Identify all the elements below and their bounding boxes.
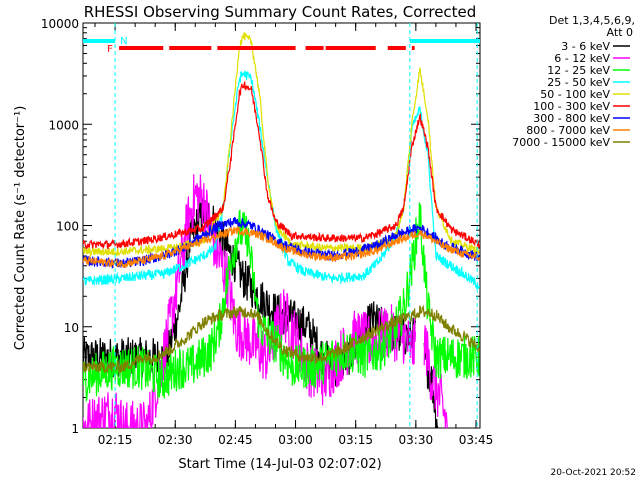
series-line-6 bbox=[83, 216, 480, 269]
x-tick-label: 03:45 bbox=[459, 433, 494, 447]
legend-entry-label: 50 - 100 keV bbox=[540, 88, 610, 101]
x-tick-label: 02:15 bbox=[98, 433, 133, 447]
x-tick-label: 03:00 bbox=[278, 433, 313, 447]
flare-flag-label: F bbox=[107, 44, 113, 55]
corner-date: 20-Oct-2021 20:52 bbox=[551, 468, 636, 478]
chart-title: RHESSI Observing Summary Count Rates, Co… bbox=[84, 3, 477, 21]
y-axis-label: Corrected Count Rate (s⁻¹ detector⁻¹) bbox=[13, 106, 28, 351]
night-flag-label: N bbox=[120, 36, 127, 47]
series-line-8 bbox=[83, 304, 480, 374]
legend-entry-label: 25 - 50 keV bbox=[547, 76, 610, 89]
x-axis-label: Start Time (14-Jul-03 02:07:02) bbox=[178, 457, 381, 472]
y-tick-label: 1 bbox=[71, 422, 79, 436]
x-tick-label: 02:45 bbox=[218, 433, 253, 447]
legend-entry-label: 800 - 7000 keV bbox=[526, 124, 610, 137]
y-tick-label: 10000 bbox=[41, 17, 79, 31]
series-line-7 bbox=[83, 225, 480, 269]
y-tick-label: 100 bbox=[56, 220, 79, 234]
plot-area: 02:15 02:30 02:45 03:00 03:15 03:30 03:45 1 10 10… bbox=[41, 17, 493, 447]
series-line-4 bbox=[83, 32, 480, 258]
x-tick-label: 02:30 bbox=[158, 433, 193, 447]
legend-header-line-2: Att 0 bbox=[607, 26, 633, 39]
legend-entry-label: 3 - 6 keV bbox=[561, 40, 610, 53]
legend-entry-label: 100 - 300 keV bbox=[533, 100, 610, 113]
y-tick-label: 10 bbox=[64, 321, 79, 335]
series-line-1 bbox=[83, 174, 448, 428]
legend-header-line-1: Det 1,3,4,5,6,9, bbox=[549, 14, 635, 27]
legend-entry-label: 12 - 25 keV bbox=[547, 64, 610, 77]
series-line-5 bbox=[83, 80, 480, 250]
x-tick-label: 03:30 bbox=[399, 433, 434, 447]
y-tick-label: 1000 bbox=[48, 118, 79, 132]
x-tick-label: 03:15 bbox=[338, 433, 373, 447]
series-line-2 bbox=[83, 202, 480, 403]
legend-entry-label: 7000 - 15000 keV bbox=[512, 136, 610, 149]
series-line-3 bbox=[83, 70, 480, 290]
series-layer bbox=[83, 32, 480, 428]
legend-entry-label: 300 - 800 keV bbox=[533, 112, 610, 125]
legend-entry-label: 6 - 12 keV bbox=[554, 52, 610, 65]
